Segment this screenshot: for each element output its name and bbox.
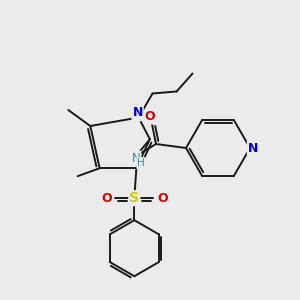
Text: O: O bbox=[101, 192, 112, 205]
Text: N: N bbox=[248, 142, 258, 154]
Text: H: H bbox=[137, 158, 145, 168]
Text: O: O bbox=[145, 110, 155, 124]
Text: N: N bbox=[132, 106, 143, 119]
Text: O: O bbox=[157, 192, 168, 205]
Text: N: N bbox=[132, 152, 140, 164]
Text: S: S bbox=[129, 191, 140, 205]
